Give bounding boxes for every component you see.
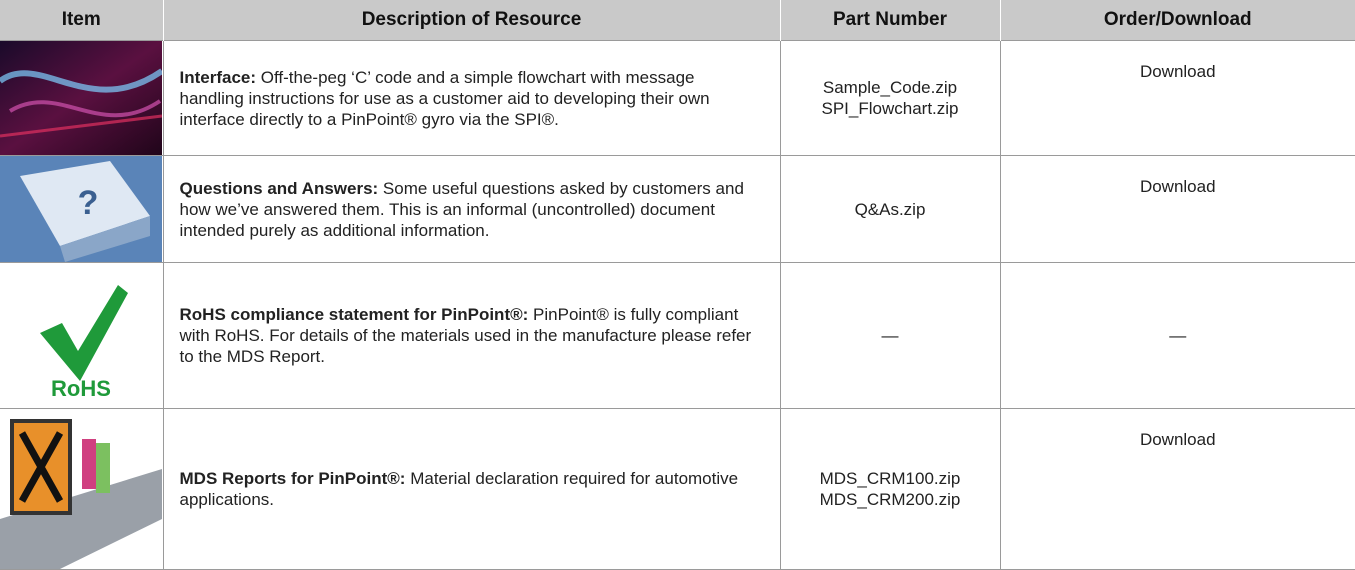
header-cell: Item: [0, 0, 164, 41]
description-cell: Questions and Answers: Some useful quest…: [162, 155, 781, 263]
part-number: Q&As.zip: [854, 199, 926, 219]
part-number: SPI_Flowchart.zip: [821, 99, 959, 118]
header-cell: Order/Download: [1000, 0, 1355, 41]
part-number: Sample_Code.zip: [822, 78, 958, 97]
download-link[interactable]: Download: [1139, 62, 1216, 81]
part-cell: —: [779, 262, 1001, 409]
part-number: —: [881, 326, 899, 345]
description-text: PinPoint® is fully compliant with RoHS. …: [179, 305, 752, 366]
description-cell: RoHS compliance statement for PinPoint®:…: [162, 262, 781, 409]
row: Interface: Off-the-peg ‘C’ code and a si…: [0, 40, 1355, 156]
part-number: MDS_CRM100.zip: [819, 469, 961, 488]
row: RoHS RoHS compliance statement for PinPo…: [0, 262, 1355, 409]
icon-mds: [0, 409, 162, 569]
description-cell: Interface: Off-the-peg ‘C’ code and a si…: [162, 40, 781, 156]
order-cell: Download: [999, 155, 1355, 263]
description-title: Questions and Answers:: [179, 178, 379, 198]
header-cell: Part Number: [780, 0, 1001, 41]
description-title: Interface:: [179, 67, 257, 87]
description-text: Some useful questions asked by customers…: [179, 178, 744, 240]
part-cell: MDS_CRM100.zip MDS_CRM200.zip: [779, 408, 1001, 570]
description-title: MDS Reports for PinPoint®:: [179, 469, 406, 488]
header-row: Item Description of Resource Part Number…: [0, 0, 1355, 41]
icon-text: ?: [78, 184, 99, 222]
icon-rohs: RoHS: [40, 285, 128, 401]
header-cell: Description of Resource: [163, 0, 781, 41]
icon-interface: [0, 41, 162, 155]
order-cell: Download: [999, 40, 1355, 156]
download-link[interactable]: Download: [1139, 430, 1216, 449]
order-cell: —: [999, 262, 1355, 409]
icon-questions: ?: [0, 156, 162, 262]
description-cell: MDS Reports for PinPoint®: Material decl…: [162, 408, 781, 570]
icon-cell: [0, 40, 164, 156]
row: MDS Reports for PinPoint®: Material decl…: [0, 408, 1355, 570]
description-text: Off-the-peg ‘C’ code and a simple flowch…: [179, 67, 710, 129]
order-cell: Download: [999, 408, 1355, 570]
icon-cell: [0, 408, 164, 570]
part-number: MDS_CRM200.zip: [819, 490, 961, 509]
part-cell: Sample_Code.zip SPI_Flowchart.zip: [779, 40, 1001, 156]
part-cell: Q&As.zip: [779, 155, 1001, 263]
download-link[interactable]: Download: [1139, 177, 1216, 196]
description-text: Material declaration required for automo…: [179, 469, 739, 509]
icon-text: RoHS: [51, 376, 111, 401]
description-title: RoHS compliance statement for PinPoint®:: [179, 305, 529, 324]
icon-cell: RoHS: [0, 262, 164, 409]
order-text: —: [1169, 326, 1187, 345]
icon-cell: ?: [0, 155, 164, 263]
row: ? Questions and Answers: Some useful que…: [0, 155, 1355, 263]
